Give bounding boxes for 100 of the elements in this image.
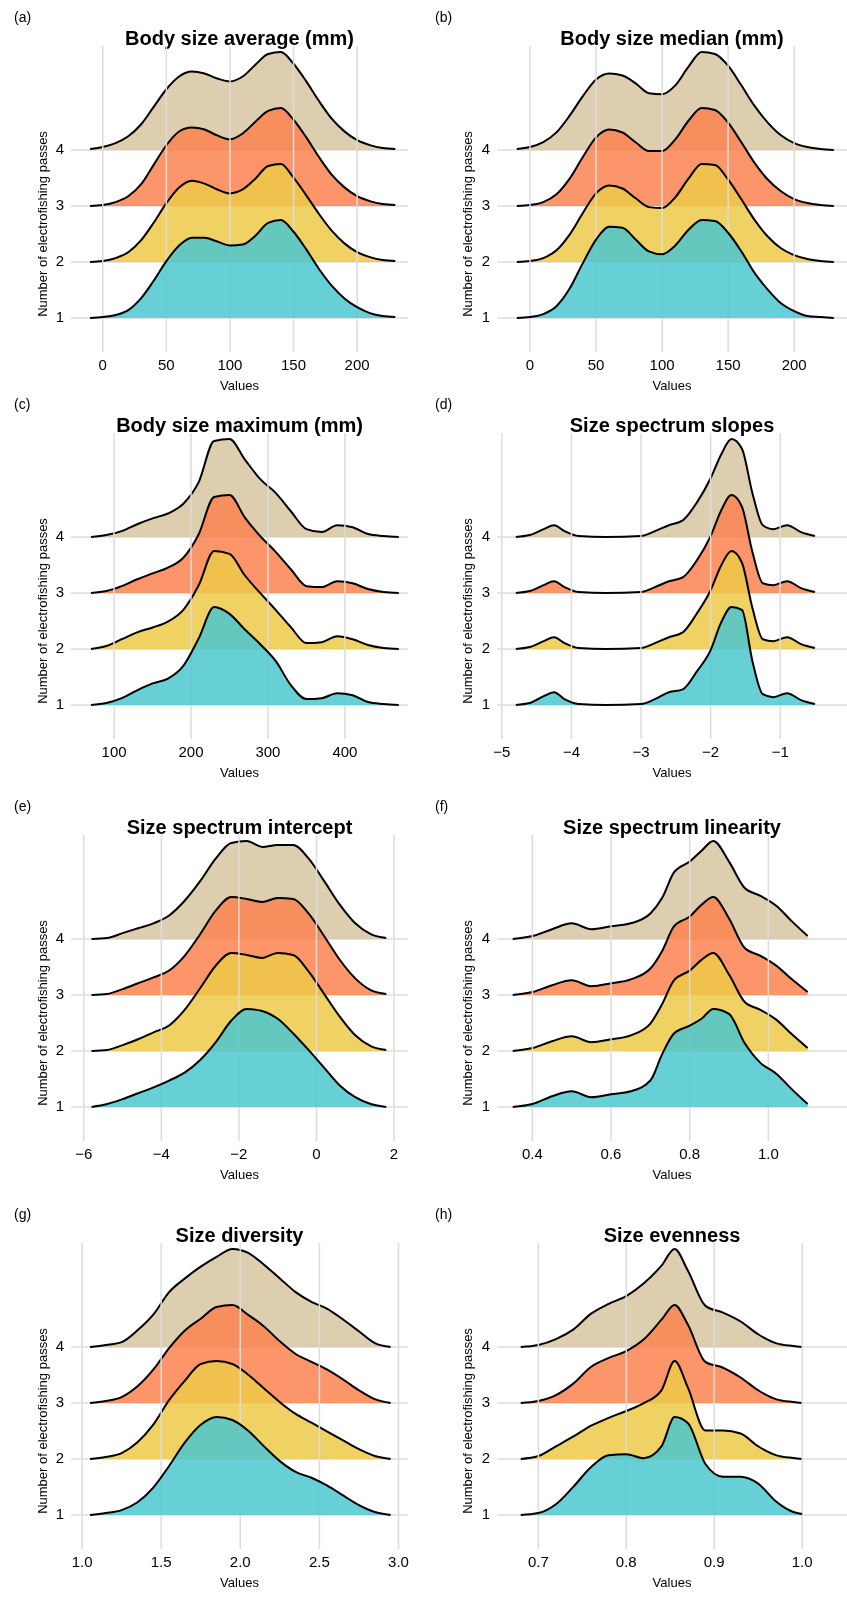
series-label: 4 — [55, 928, 64, 946]
series-label: 1 — [55, 694, 64, 712]
x-tick-label: 200 — [178, 743, 204, 760]
series-label: 2 — [55, 1448, 64, 1466]
x-tick-label: −3 — [632, 743, 650, 760]
x-tick-label: 150 — [281, 356, 307, 373]
text: 4 — [481, 1336, 490, 1354]
y-axis-title: Number of electrofishing passes — [460, 1327, 476, 1514]
x-tick-label: 1.5 — [150, 1553, 172, 1570]
x-tick-label: 0 — [98, 356, 107, 373]
series-label: 3 — [481, 984, 490, 1002]
x-tick-label: −2 — [702, 743, 720, 760]
x-tick-label: −2 — [230, 1145, 248, 1162]
x-axis-title: Values — [220, 765, 260, 780]
series-label: 3 — [55, 582, 64, 600]
x-axis-title: Values — [652, 378, 692, 393]
series-label: 3 — [55, 1392, 64, 1410]
text: (h) — [435, 1205, 453, 1222]
x-tick-label: 2.5 — [308, 1553, 330, 1570]
x-axis-title: Values — [652, 765, 692, 780]
y-axis-title: Number of electrofishing passes — [35, 130, 51, 317]
x-tick-label: 200 — [344, 356, 370, 373]
y-axis-title: Number of electrofishing passes — [35, 517, 51, 704]
y-axis-title: Number of electrofishing passes — [460, 919, 476, 1106]
x-axis-title: Values — [220, 1167, 260, 1182]
text: (d) — [435, 395, 453, 412]
series-label: 2 — [55, 1040, 64, 1058]
series-label: 4 — [481, 139, 490, 157]
x-tick-label: 300 — [255, 743, 281, 760]
x-tick-label: 1.0 — [71, 1553, 93, 1570]
series-label: 1 — [481, 307, 490, 325]
x-axis-title: Values — [220, 1575, 260, 1590]
x-tick-label: 1.0 — [791, 1553, 813, 1570]
chart-title: Body size average (mm) — [125, 27, 354, 50]
x-tick-label: 3.0 — [388, 1553, 409, 1570]
series-label: 1 — [481, 694, 490, 712]
chart-title: Size diversity — [175, 1224, 305, 1247]
series-label: 3 — [55, 195, 64, 213]
series-label: 2 — [481, 251, 490, 269]
x-tick-label: −6 — [75, 1145, 93, 1162]
series-label: 4 — [481, 526, 490, 544]
chart-title: Size evenness — [603, 1224, 741, 1247]
x-tick-label: 0 — [312, 1145, 321, 1162]
series-label: 2 — [481, 638, 490, 656]
x-tick-label: 0.7 — [527, 1553, 549, 1570]
chart-title: Body size maximum (mm) — [116, 414, 363, 437]
x-tick-label: 2.0 — [229, 1553, 251, 1570]
text: (e) — [14, 797, 32, 814]
x-tick-label: 0 — [525, 356, 535, 373]
series-label: 2 — [481, 1040, 490, 1058]
x-tick-label: 1.0 — [757, 1145, 779, 1162]
series-label: 3 — [481, 195, 490, 213]
series-label: 4 — [55, 139, 64, 157]
x-tick-label: 150 — [715, 356, 741, 373]
text: (c) — [14, 395, 31, 412]
x-tick-label: −5 — [493, 743, 511, 760]
x-tick-label: 0.6 — [600, 1145, 622, 1162]
series-label: 4 — [55, 526, 64, 544]
chart-title: Body size median (mm) — [560, 27, 784, 50]
series-label: 4 — [481, 928, 490, 946]
y-axis-title: Number of electrofishing passes — [460, 517, 476, 704]
series-label: 3 — [55, 984, 64, 1002]
series-label: 1 — [55, 1504, 64, 1522]
x-tick-label: 0.8 — [679, 1145, 701, 1162]
x-tick-label: 400 — [332, 743, 358, 760]
text: (f) — [435, 797, 449, 814]
chart-title: Size spectrum linearity — [563, 816, 782, 839]
chart-title: Size spectrum slopes — [569, 414, 775, 437]
x-tick-label: 0.8 — [615, 1553, 637, 1570]
series-label: 2 — [55, 251, 64, 269]
x-tick-label: 0.9 — [703, 1553, 725, 1570]
y-axis-title: Number of electrofishing passes — [35, 919, 51, 1106]
x-tick-label: 100 — [101, 743, 127, 760]
text: 3 — [481, 1392, 490, 1410]
series-label: 3 — [481, 582, 490, 600]
x-tick-label: 50 — [158, 356, 175, 373]
x-tick-label: −4 — [562, 743, 581, 760]
x-tick-label: 2 — [389, 1145, 399, 1162]
y-axis-title: Number of electrofishing passes — [460, 130, 476, 317]
x-tick-label: −1 — [771, 743, 789, 760]
text: 2 — [481, 1448, 490, 1466]
x-tick-label: 50 — [587, 356, 605, 373]
x-tick-label: −4 — [152, 1145, 170, 1162]
x-axis-title: Values — [220, 378, 260, 393]
chart-title: Size spectrum intercept — [126, 816, 353, 839]
text: (g) — [14, 1205, 32, 1222]
series-label: 2 — [55, 638, 64, 656]
x-tick-label: 100 — [649, 356, 675, 373]
x-axis-title: Values — [652, 1167, 692, 1182]
series-label: 1 — [55, 307, 64, 325]
x-tick-label: 0.4 — [521, 1145, 543, 1162]
x-axis-title: Values — [652, 1575, 692, 1590]
series-label: 1 — [481, 1096, 490, 1114]
series-label: 4 — [55, 1336, 64, 1354]
text: (a) — [14, 8, 32, 25]
y-axis-title: Number of electrofishing passes — [35, 1327, 51, 1514]
text: 1 — [481, 1504, 490, 1522]
x-tick-label: 100 — [217, 356, 243, 373]
x-tick-label: 200 — [781, 356, 807, 373]
series-label: 1 — [55, 1096, 64, 1114]
